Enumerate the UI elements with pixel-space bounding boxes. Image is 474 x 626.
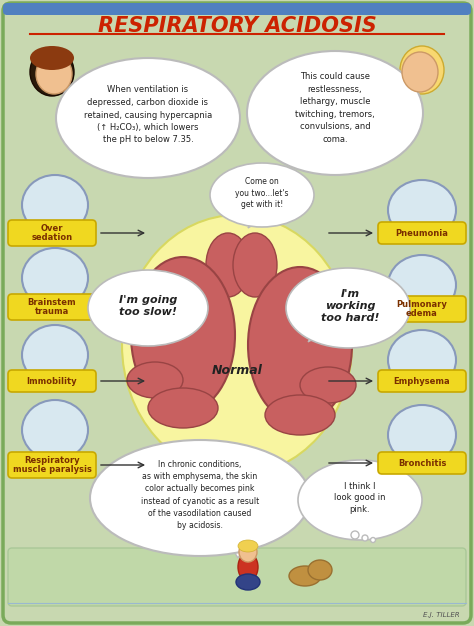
Ellipse shape <box>36 54 72 94</box>
Text: Respiratory
muscle paralysis: Respiratory muscle paralysis <box>13 456 91 475</box>
Ellipse shape <box>206 233 250 297</box>
FancyBboxPatch shape <box>8 370 96 392</box>
Ellipse shape <box>127 362 183 398</box>
Ellipse shape <box>388 255 456 315</box>
Text: Normal: Normal <box>211 364 263 376</box>
Text: Pneumonia: Pneumonia <box>396 228 448 237</box>
Ellipse shape <box>308 560 332 580</box>
FancyBboxPatch shape <box>8 294 96 320</box>
Ellipse shape <box>400 46 444 94</box>
FancyBboxPatch shape <box>378 296 466 322</box>
Polygon shape <box>230 545 245 558</box>
Text: When ventilation is
depressed, carbon dioxide is
retained, causing hypercapnia
(: When ventilation is depressed, carbon di… <box>84 86 212 145</box>
Ellipse shape <box>30 48 74 96</box>
Ellipse shape <box>30 46 74 70</box>
FancyBboxPatch shape <box>378 222 466 244</box>
Polygon shape <box>365 148 385 163</box>
Text: I'm
working
too hard!: I'm working too hard! <box>321 289 379 324</box>
Ellipse shape <box>388 180 456 240</box>
FancyBboxPatch shape <box>8 452 96 478</box>
Ellipse shape <box>402 52 438 92</box>
FancyBboxPatch shape <box>8 220 96 246</box>
Ellipse shape <box>122 215 352 475</box>
Text: E.J. TILLER: E.J. TILLER <box>423 612 460 618</box>
Ellipse shape <box>238 540 258 552</box>
Text: Pulmonary
edema: Pulmonary edema <box>397 300 447 319</box>
Ellipse shape <box>289 566 321 586</box>
FancyBboxPatch shape <box>8 548 466 606</box>
Ellipse shape <box>22 175 88 235</box>
Ellipse shape <box>233 233 277 297</box>
Text: In chronic conditions,
as with emphysema, the skin
color actually becomes pink
i: In chronic conditions, as with emphysema… <box>141 460 259 530</box>
Text: Over
sedation: Over sedation <box>31 223 73 242</box>
FancyBboxPatch shape <box>3 3 471 623</box>
Text: Brainstem
trauma: Brainstem trauma <box>27 297 76 316</box>
Ellipse shape <box>265 395 335 435</box>
Ellipse shape <box>239 542 257 562</box>
Ellipse shape <box>22 400 88 460</box>
Text: This could cause
restlessness,
lethargy, muscle
twitching, tremors,
convulsions,: This could cause restlessness, lethargy,… <box>295 72 375 144</box>
Ellipse shape <box>236 574 260 590</box>
Ellipse shape <box>248 267 352 423</box>
Ellipse shape <box>22 325 88 385</box>
Ellipse shape <box>300 367 356 403</box>
Ellipse shape <box>131 257 235 413</box>
Text: Bronchitis: Bronchitis <box>398 458 446 468</box>
Ellipse shape <box>286 268 410 348</box>
Ellipse shape <box>388 330 456 390</box>
Text: Come on
you two...let's
get with it!: Come on you two...let's get with it! <box>235 177 289 209</box>
Ellipse shape <box>298 460 422 540</box>
Ellipse shape <box>148 388 218 428</box>
Text: RESPIRATORY ACIDOSIS: RESPIRATORY ACIDOSIS <box>98 16 376 36</box>
Ellipse shape <box>247 51 423 175</box>
Polygon shape <box>105 155 125 170</box>
Ellipse shape <box>238 553 258 581</box>
FancyBboxPatch shape <box>3 3 471 15</box>
Text: I'm going
too slow!: I'm going too slow! <box>119 295 177 317</box>
Ellipse shape <box>351 531 359 539</box>
Text: I think I
look good in
pink.: I think I look good in pink. <box>334 481 386 515</box>
Ellipse shape <box>56 58 240 178</box>
Ellipse shape <box>22 248 88 308</box>
Text: Immobility: Immobility <box>27 376 77 386</box>
Polygon shape <box>170 326 182 338</box>
Polygon shape <box>248 218 258 228</box>
Polygon shape <box>308 328 320 342</box>
Ellipse shape <box>90 440 310 556</box>
Ellipse shape <box>371 538 375 543</box>
Ellipse shape <box>362 535 368 541</box>
Ellipse shape <box>388 405 456 465</box>
Text: Emphysema: Emphysema <box>394 376 450 386</box>
Ellipse shape <box>88 270 208 346</box>
Ellipse shape <box>210 163 314 227</box>
FancyBboxPatch shape <box>378 452 466 474</box>
FancyBboxPatch shape <box>378 370 466 392</box>
